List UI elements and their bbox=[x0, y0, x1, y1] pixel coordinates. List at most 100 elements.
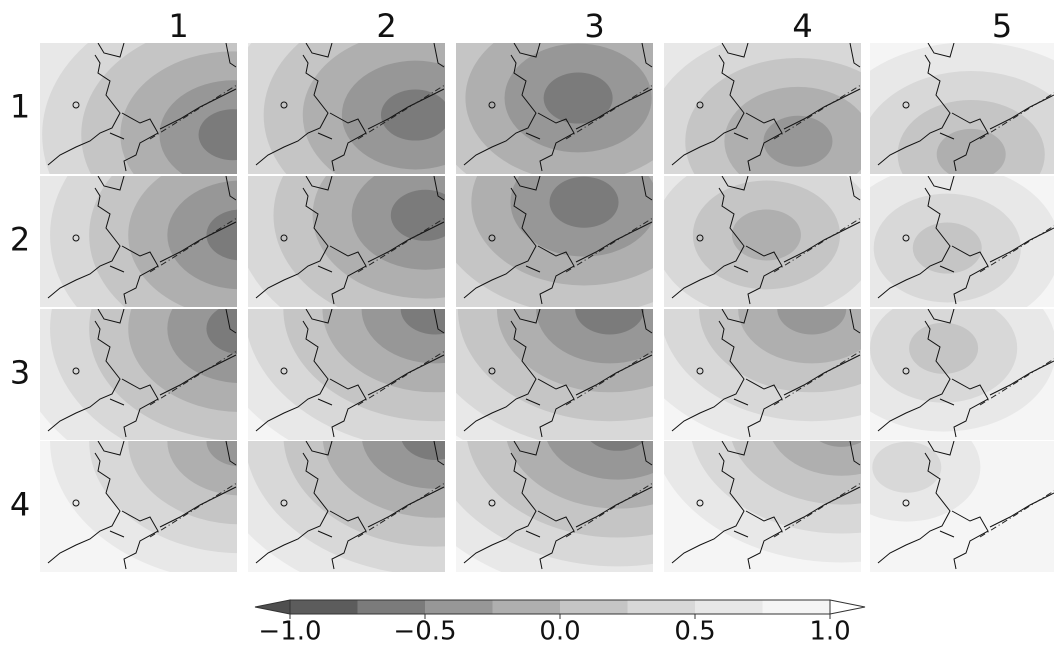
map-panel bbox=[870, 43, 1054, 174]
colorbar-tick-label: 0.0 bbox=[539, 617, 580, 647]
contour bbox=[763, 115, 833, 167]
contour bbox=[400, 309, 445, 335]
map-panel bbox=[870, 441, 1054, 572]
map-panel bbox=[248, 43, 445, 174]
map-panel bbox=[664, 441, 861, 572]
coastline bbox=[877, 309, 1054, 438]
coastline bbox=[463, 309, 653, 438]
contour bbox=[549, 176, 619, 228]
coastline bbox=[255, 441, 445, 570]
contour bbox=[731, 209, 801, 261]
map-panel bbox=[456, 441, 653, 572]
border bbox=[565, 482, 653, 538]
map-panel bbox=[40, 309, 237, 440]
lake bbox=[72, 367, 80, 375]
contour bbox=[575, 309, 645, 335]
coastline bbox=[255, 176, 445, 305]
border bbox=[979, 92, 1054, 140]
lake bbox=[902, 499, 910, 507]
column-label: 4 bbox=[792, 7, 812, 45]
map-panel bbox=[40, 176, 237, 307]
coastline bbox=[463, 43, 653, 172]
colorbar-segment bbox=[290, 600, 358, 614]
coastline bbox=[671, 309, 861, 438]
contour bbox=[777, 309, 847, 335]
lake bbox=[488, 234, 496, 242]
contour bbox=[547, 441, 653, 480]
colorbar-segment bbox=[357, 600, 425, 614]
contour bbox=[590, 441, 645, 451]
lake bbox=[902, 367, 910, 375]
border bbox=[565, 84, 653, 140]
coastline bbox=[47, 176, 237, 305]
map-panel bbox=[456, 176, 653, 307]
colorbar-extend bbox=[254, 599, 291, 615]
coastline bbox=[47, 441, 237, 570]
colorbar-segment bbox=[492, 600, 560, 614]
lake bbox=[696, 101, 704, 109]
map-panel bbox=[248, 176, 445, 307]
row-label: 2 bbox=[10, 221, 30, 259]
map-panel bbox=[870, 176, 1054, 307]
lake bbox=[696, 367, 704, 375]
border bbox=[357, 217, 445, 273]
contour bbox=[912, 222, 982, 274]
contour bbox=[543, 72, 613, 124]
border bbox=[773, 217, 861, 273]
lake bbox=[488, 101, 496, 109]
contour bbox=[167, 180, 237, 290]
column-label: 5 bbox=[992, 7, 1012, 45]
border bbox=[979, 225, 1054, 273]
lake bbox=[280, 367, 288, 375]
coastline bbox=[47, 309, 237, 438]
contour bbox=[401, 441, 445, 460]
border bbox=[149, 350, 237, 406]
lake bbox=[696, 499, 704, 507]
map-panel bbox=[248, 309, 445, 440]
map-panel bbox=[664, 43, 861, 174]
coastline bbox=[877, 43, 1054, 172]
map-panel bbox=[40, 43, 237, 174]
border bbox=[565, 350, 653, 406]
map-panel bbox=[248, 441, 445, 572]
coastline bbox=[255, 309, 445, 438]
colorbar-segment bbox=[560, 600, 628, 614]
row-label: 3 bbox=[10, 354, 30, 392]
contour bbox=[772, 441, 861, 476]
lake bbox=[488, 499, 496, 507]
colorbar-tick-label: 0.5 bbox=[674, 617, 715, 647]
contour bbox=[872, 441, 942, 493]
lake bbox=[696, 234, 704, 242]
coastline bbox=[463, 441, 653, 570]
border bbox=[773, 84, 861, 140]
colorbar-tick-label: −1.0 bbox=[258, 617, 321, 647]
colorbar-tick-label: −0.5 bbox=[393, 617, 456, 647]
coastline bbox=[877, 441, 1054, 570]
lake bbox=[280, 101, 288, 109]
coastline bbox=[671, 176, 861, 305]
coastline bbox=[671, 441, 861, 570]
column-label: 3 bbox=[584, 7, 604, 45]
contour bbox=[909, 322, 979, 374]
lake bbox=[902, 234, 910, 242]
map-panel bbox=[456, 43, 653, 174]
colorbar-segment bbox=[627, 600, 695, 614]
border bbox=[773, 482, 861, 538]
border bbox=[357, 482, 445, 538]
border bbox=[979, 358, 1054, 406]
map-panel bbox=[456, 309, 653, 440]
border bbox=[357, 84, 445, 140]
contour bbox=[390, 189, 445, 241]
colorbar-extend bbox=[829, 599, 866, 615]
lake bbox=[488, 367, 496, 375]
map-panel bbox=[870, 309, 1054, 440]
column-label: 2 bbox=[376, 7, 396, 45]
coastline bbox=[877, 176, 1054, 305]
row-label: 4 bbox=[10, 486, 30, 524]
colorbar-segment bbox=[695, 600, 763, 614]
border bbox=[149, 482, 237, 538]
border bbox=[149, 84, 237, 140]
coastline bbox=[671, 43, 861, 172]
map-panel bbox=[664, 176, 861, 307]
